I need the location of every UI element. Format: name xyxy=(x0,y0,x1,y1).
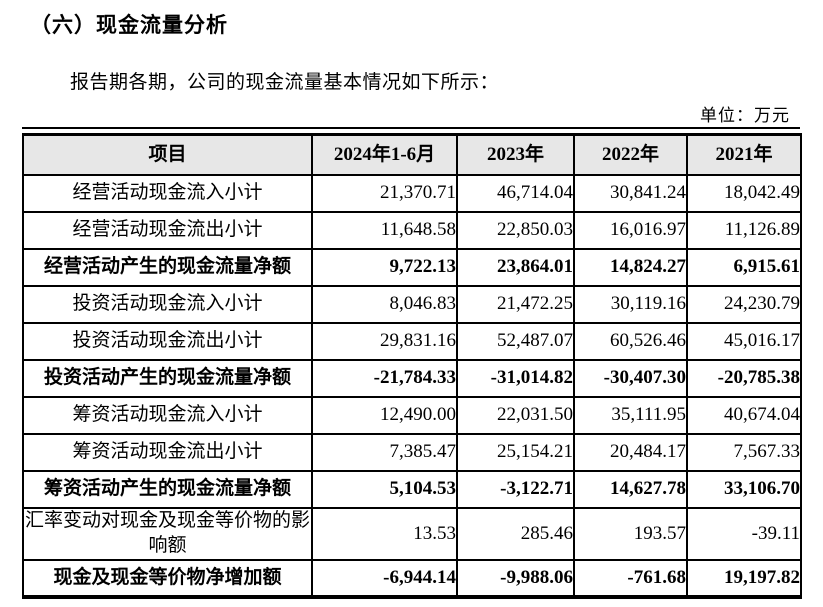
table-row-subtotal: 经营活动产生的现金流量净额 9,722.13 23,864.01 14,824.… xyxy=(22,248,802,287)
cell-value: 21,472.25 xyxy=(456,285,575,324)
table-row: 汇率变动对现金及现金等价物的影响额 13.53 285.46 193.57 -3… xyxy=(22,507,802,561)
column-header-2023: 2023年 xyxy=(456,133,575,176)
cell-value: -761.68 xyxy=(573,559,688,598)
cell-value: 193.57 xyxy=(573,507,688,561)
cell-value: 13.53 xyxy=(311,507,458,561)
row-label: 筹资活动现金流入小计 xyxy=(22,396,313,435)
table-row: 经营活动现金流入小计 21,370.71 46,714.04 30,841.24… xyxy=(22,174,802,213)
cell-value: 46,714.04 xyxy=(456,174,575,213)
table-row-subtotal: 投资活动产生的现金流量净额 -21,784.33 -31,014.82 -30,… xyxy=(22,359,802,398)
cell-value: 60,526.46 xyxy=(573,322,688,361)
cell-value: 8,046.83 xyxy=(311,285,458,324)
intro-paragraph: 报告期各期，公司的现金流量基本情况如下所示： xyxy=(70,72,500,93)
cell-value: 9,722.13 xyxy=(311,248,458,287)
cell-value: -9,988.06 xyxy=(456,559,575,598)
cell-value: 40,674.04 xyxy=(686,396,802,435)
row-label: 汇率变动对现金及现金等价物的影响额 xyxy=(22,507,313,561)
row-label: 投资活动现金流出小计 xyxy=(22,322,313,361)
cell-value: 22,031.50 xyxy=(456,396,575,435)
column-header-2024h1: 2024年1-6月 xyxy=(311,133,458,176)
cell-value: -6,944.14 xyxy=(311,559,458,598)
cell-value: -39.11 xyxy=(686,507,802,561)
cell-value: 12,490.00 xyxy=(311,396,458,435)
cell-value: 24,230.79 xyxy=(686,285,802,324)
cell-value: 19,197.82 xyxy=(686,559,802,598)
cell-value: 5,104.53 xyxy=(311,470,458,509)
row-label: 经营活动现金流入小计 xyxy=(22,174,313,213)
table-row: 投资活动现金流出小计 29,831.16 52,487.07 60,526.46… xyxy=(22,322,802,361)
cash-flow-table-section: 项目 2024年1-6月 2023年 2022年 2021年 经营活动现金流入小… xyxy=(22,127,802,599)
cell-value: 20,484.17 xyxy=(573,433,688,472)
row-label: 投资活动产生的现金流量净额 xyxy=(22,359,313,398)
cell-value: 52,487.07 xyxy=(456,322,575,361)
table-row: 投资活动现金流入小计 8,046.83 21,472.25 30,119.16 … xyxy=(22,285,802,324)
cell-value: 21,370.71 xyxy=(311,174,458,213)
row-label: 筹资活动产生的现金流量净额 xyxy=(22,470,313,509)
cell-value: 29,831.16 xyxy=(311,322,458,361)
row-label: 经营活动产生的现金流量净额 xyxy=(22,248,313,287)
cell-value: -31,014.82 xyxy=(456,359,575,398)
section-title: （六）现金流量分析 xyxy=(30,14,228,37)
cell-value: 11,126.89 xyxy=(686,211,802,250)
cell-value: 11,648.58 xyxy=(311,211,458,250)
table-row-subtotal: 筹资活动产生的现金流量净额 5,104.53 -3,122.71 14,627.… xyxy=(22,470,802,509)
cell-value: 18,042.49 xyxy=(686,174,802,213)
column-header-2022: 2022年 xyxy=(573,133,688,176)
column-header-item: 项目 xyxy=(22,133,313,176)
cell-value: 7,385.47 xyxy=(311,433,458,472)
unit-label: 单位：万元 xyxy=(700,106,790,125)
cell-value: 30,841.24 xyxy=(573,174,688,213)
row-label: 经营活动现金流出小计 xyxy=(22,211,313,250)
cell-value: 30,119.16 xyxy=(573,285,688,324)
row-label: 现金及现金等价物净增加额 xyxy=(22,559,313,598)
cell-value: 35,111.95 xyxy=(573,396,688,435)
table-row: 筹资活动现金流入小计 12,490.00 22,031.50 35,111.95… xyxy=(22,396,802,435)
cell-value: 14,627.78 xyxy=(573,470,688,509)
cell-value: -21,784.33 xyxy=(311,359,458,398)
cell-value: 25,154.21 xyxy=(456,433,575,472)
table-row-total: 现金及现金等价物净增加额 -6,944.14 -9,988.06 -761.68… xyxy=(22,559,802,598)
cell-value: 23,864.01 xyxy=(456,248,575,287)
table-row: 筹资活动现金流出小计 7,385.47 25,154.21 20,484.17 … xyxy=(22,433,802,472)
cell-value: 7,567.33 xyxy=(686,433,802,472)
cell-value: 16,016.97 xyxy=(573,211,688,250)
cell-value: 6,915.61 xyxy=(686,248,802,287)
cash-flow-table: 项目 2024年1-6月 2023年 2022年 2021年 经营活动现金流入小… xyxy=(22,133,802,599)
row-label: 投资活动现金流入小计 xyxy=(22,285,313,324)
cell-value: 14,824.27 xyxy=(573,248,688,287)
row-label: 筹资活动现金流出小计 xyxy=(22,433,313,472)
cell-value: 33,106.70 xyxy=(686,470,802,509)
cell-value: -3,122.71 xyxy=(456,470,575,509)
table-header-row: 项目 2024年1-6月 2023年 2022年 2021年 xyxy=(22,133,802,176)
cell-value: -30,407.30 xyxy=(573,359,688,398)
cell-value: 22,850.03 xyxy=(456,211,575,250)
cell-value: -20,785.38 xyxy=(686,359,802,398)
table-row: 经营活动现金流出小计 11,648.58 22,850.03 16,016.97… xyxy=(22,211,802,250)
cell-value: 45,016.17 xyxy=(686,322,802,361)
column-header-2021: 2021年 xyxy=(686,133,802,176)
table-top-rule xyxy=(22,127,800,129)
cell-value: 285.46 xyxy=(456,507,575,561)
